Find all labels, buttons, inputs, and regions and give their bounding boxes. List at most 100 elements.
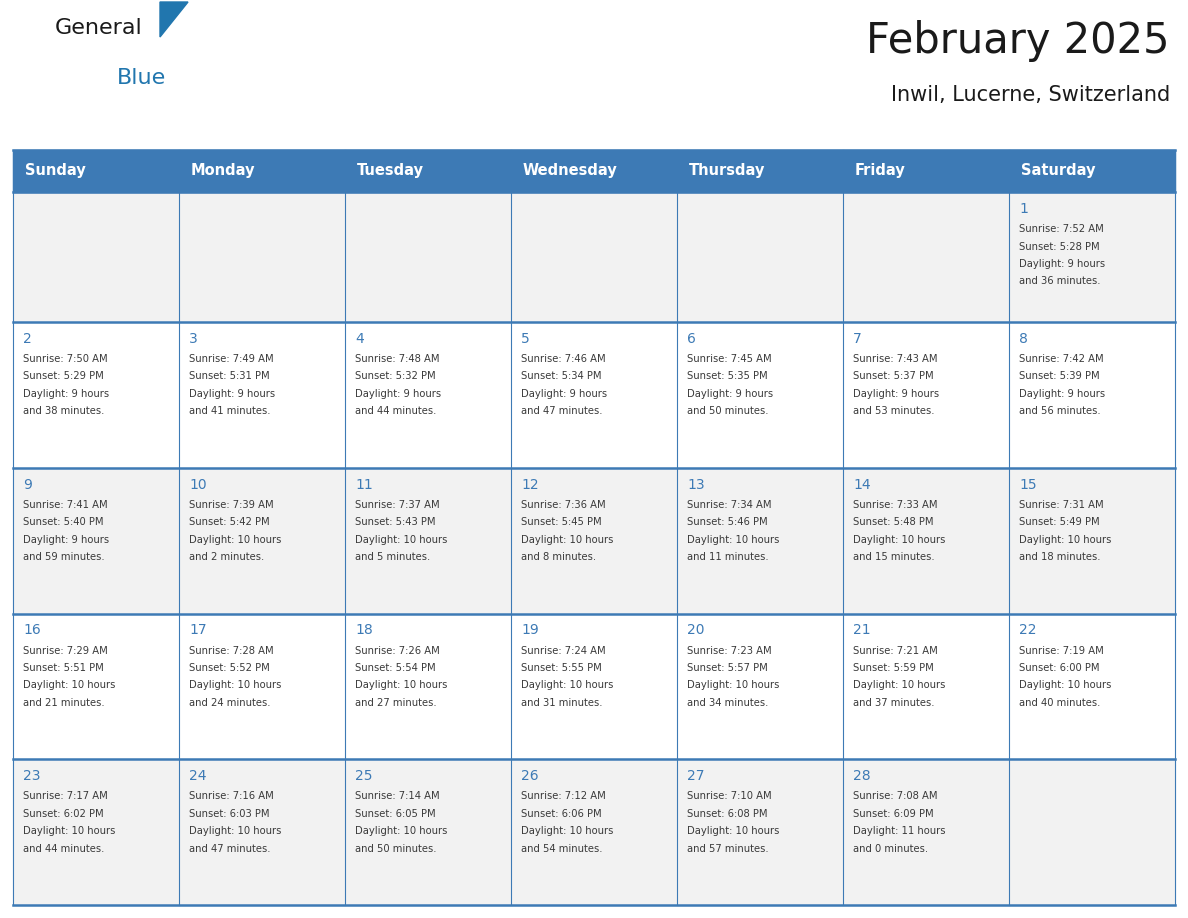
Text: Sunrise: 7:42 AM: Sunrise: 7:42 AM (1019, 354, 1104, 364)
Text: 25: 25 (355, 769, 373, 783)
Text: 14: 14 (853, 477, 871, 492)
Text: 1: 1 (1019, 202, 1028, 216)
Text: Daylight: 10 hours: Daylight: 10 hours (189, 826, 282, 836)
Text: Daylight: 10 hours: Daylight: 10 hours (23, 826, 115, 836)
Text: Sunset: 5:57 PM: Sunset: 5:57 PM (687, 663, 767, 673)
Text: 13: 13 (687, 477, 704, 492)
Text: Daylight: 10 hours: Daylight: 10 hours (355, 680, 448, 690)
Bar (13, 192, 1175, 322)
Text: Sunrise: 7:48 AM: Sunrise: 7:48 AM (355, 354, 440, 364)
Text: Sunrise: 7:50 AM: Sunrise: 7:50 AM (23, 354, 108, 364)
Text: 21: 21 (853, 623, 871, 637)
Text: and 44 minutes.: and 44 minutes. (355, 407, 436, 417)
Text: Sunrise: 7:21 AM: Sunrise: 7:21 AM (853, 645, 937, 655)
Text: Sunset: 5:59 PM: Sunset: 5:59 PM (853, 663, 934, 673)
Text: Daylight: 9 hours: Daylight: 9 hours (522, 389, 607, 399)
Text: Sunrise: 7:43 AM: Sunrise: 7:43 AM (853, 354, 937, 364)
Text: Sunrise: 7:41 AM: Sunrise: 7:41 AM (23, 499, 108, 509)
Text: Sunrise: 7:17 AM: Sunrise: 7:17 AM (23, 791, 108, 801)
Text: and 41 minutes.: and 41 minutes. (189, 407, 271, 417)
Bar (13, 759, 1175, 905)
Text: Thursday: Thursday (689, 163, 765, 178)
Text: Sunrise: 7:16 AM: Sunrise: 7:16 AM (189, 791, 273, 801)
Text: Sunset: 5:39 PM: Sunset: 5:39 PM (1019, 372, 1100, 382)
Text: 9: 9 (23, 477, 32, 492)
Text: and 50 minutes.: and 50 minutes. (355, 844, 436, 854)
Text: Sunset: 6:09 PM: Sunset: 6:09 PM (853, 809, 934, 819)
Text: 24: 24 (189, 769, 207, 783)
Text: Sunset: 5:40 PM: Sunset: 5:40 PM (23, 517, 103, 527)
Text: Sunrise: 7:37 AM: Sunrise: 7:37 AM (355, 499, 440, 509)
Text: Sunset: 5:52 PM: Sunset: 5:52 PM (189, 663, 270, 673)
Text: Sunset: 6:06 PM: Sunset: 6:06 PM (522, 809, 601, 819)
Text: Sunday: Sunday (25, 163, 86, 178)
Text: Sunset: 6:08 PM: Sunset: 6:08 PM (687, 809, 767, 819)
Text: February 2025: February 2025 (866, 20, 1170, 62)
Text: Sunset: 6:05 PM: Sunset: 6:05 PM (355, 809, 436, 819)
Text: Saturday: Saturday (1020, 163, 1095, 178)
Text: Daylight: 10 hours: Daylight: 10 hours (853, 535, 946, 544)
Text: 23: 23 (23, 769, 40, 783)
Text: Daylight: 10 hours: Daylight: 10 hours (687, 535, 779, 544)
Text: Daylight: 10 hours: Daylight: 10 hours (23, 680, 115, 690)
Text: and 24 minutes.: and 24 minutes. (189, 698, 271, 708)
Text: Sunrise: 7:34 AM: Sunrise: 7:34 AM (687, 499, 771, 509)
Text: Daylight: 9 hours: Daylight: 9 hours (853, 389, 940, 399)
Text: Sunrise: 7:49 AM: Sunrise: 7:49 AM (189, 354, 273, 364)
Text: Sunrise: 7:26 AM: Sunrise: 7:26 AM (355, 645, 440, 655)
Text: Sunset: 5:55 PM: Sunset: 5:55 PM (522, 663, 602, 673)
Text: Daylight: 10 hours: Daylight: 10 hours (522, 535, 613, 544)
Text: 12: 12 (522, 477, 538, 492)
Text: Daylight: 11 hours: Daylight: 11 hours (853, 826, 946, 836)
Text: General: General (55, 18, 143, 38)
Text: Sunset: 5:32 PM: Sunset: 5:32 PM (355, 372, 436, 382)
Text: Monday: Monday (191, 163, 255, 178)
Text: 28: 28 (853, 769, 871, 783)
Text: Sunset: 5:48 PM: Sunset: 5:48 PM (853, 517, 934, 527)
Text: 3: 3 (189, 332, 197, 346)
Text: and 57 minutes.: and 57 minutes. (687, 844, 769, 854)
Text: Sunrise: 7:31 AM: Sunrise: 7:31 AM (1019, 499, 1104, 509)
Text: Sunset: 5:42 PM: Sunset: 5:42 PM (189, 517, 270, 527)
Text: Daylight: 10 hours: Daylight: 10 hours (522, 680, 613, 690)
Text: Daylight: 9 hours: Daylight: 9 hours (687, 389, 773, 399)
Text: Sunrise: 7:28 AM: Sunrise: 7:28 AM (189, 645, 273, 655)
Text: and 50 minutes.: and 50 minutes. (687, 407, 769, 417)
Text: Sunset: 5:54 PM: Sunset: 5:54 PM (355, 663, 436, 673)
Text: Sunrise: 7:12 AM: Sunrise: 7:12 AM (522, 791, 606, 801)
Bar (13, 150, 1175, 192)
Text: Daylight: 10 hours: Daylight: 10 hours (355, 535, 448, 544)
Text: and 59 minutes.: and 59 minutes. (23, 553, 105, 562)
Text: Sunrise: 7:36 AM: Sunrise: 7:36 AM (522, 499, 606, 509)
Text: 16: 16 (23, 623, 40, 637)
Text: Sunset: 5:34 PM: Sunset: 5:34 PM (522, 372, 601, 382)
Text: Daylight: 10 hours: Daylight: 10 hours (687, 826, 779, 836)
Text: Sunrise: 7:45 AM: Sunrise: 7:45 AM (687, 354, 772, 364)
Text: Daylight: 10 hours: Daylight: 10 hours (522, 826, 613, 836)
Text: Sunset: 5:46 PM: Sunset: 5:46 PM (687, 517, 767, 527)
Text: Sunrise: 7:46 AM: Sunrise: 7:46 AM (522, 354, 606, 364)
Text: Sunrise: 7:52 AM: Sunrise: 7:52 AM (1019, 224, 1104, 234)
Text: Daylight: 9 hours: Daylight: 9 hours (1019, 389, 1105, 399)
Text: Sunset: 5:43 PM: Sunset: 5:43 PM (355, 517, 436, 527)
Text: and 40 minutes.: and 40 minutes. (1019, 698, 1100, 708)
Text: Inwil, Lucerne, Switzerland: Inwil, Lucerne, Switzerland (891, 85, 1170, 105)
Text: Sunset: 6:02 PM: Sunset: 6:02 PM (23, 809, 103, 819)
Text: Sunset: 6:00 PM: Sunset: 6:00 PM (1019, 663, 1100, 673)
Text: and 53 minutes.: and 53 minutes. (853, 407, 935, 417)
Bar (13, 613, 1175, 759)
Text: 8: 8 (1019, 332, 1028, 346)
Text: 22: 22 (1019, 623, 1036, 637)
Text: Sunset: 5:28 PM: Sunset: 5:28 PM (1019, 241, 1100, 252)
Text: 5: 5 (522, 332, 530, 346)
Text: and 37 minutes.: and 37 minutes. (853, 698, 935, 708)
Text: 17: 17 (189, 623, 207, 637)
Text: 27: 27 (687, 769, 704, 783)
Bar (13, 322, 1175, 468)
Text: Sunset: 5:31 PM: Sunset: 5:31 PM (189, 372, 270, 382)
Text: 15: 15 (1019, 477, 1037, 492)
Text: Sunset: 5:49 PM: Sunset: 5:49 PM (1019, 517, 1100, 527)
Text: Sunrise: 7:33 AM: Sunrise: 7:33 AM (853, 499, 937, 509)
Text: and 21 minutes.: and 21 minutes. (23, 698, 105, 708)
Text: Daylight: 10 hours: Daylight: 10 hours (687, 680, 779, 690)
